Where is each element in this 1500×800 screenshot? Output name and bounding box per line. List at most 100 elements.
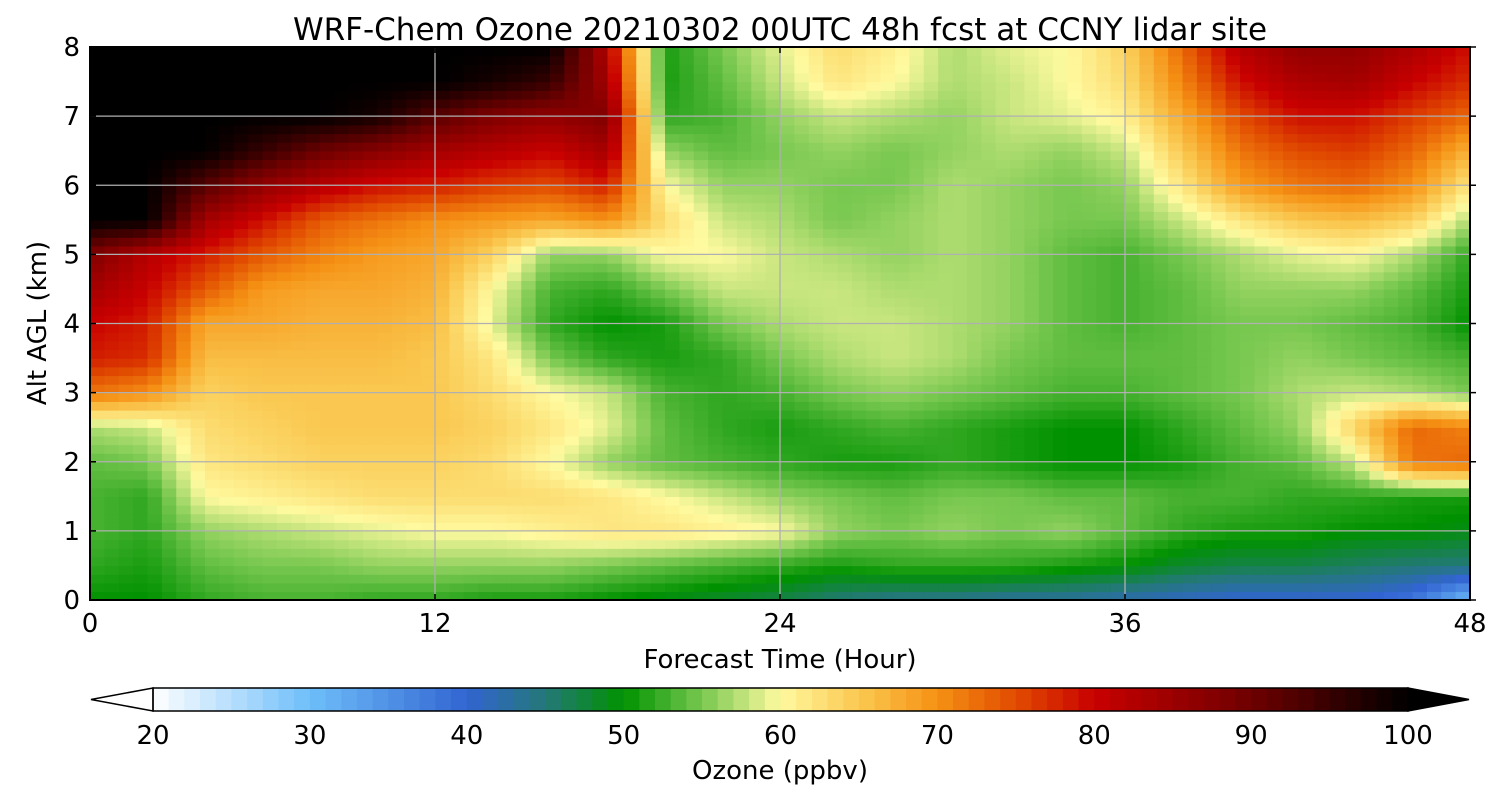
heatmap-cell — [1369, 358, 1385, 368]
heatmap-cell — [708, 150, 724, 161]
heatmap-cell — [1326, 366, 1342, 377]
heatmap-cell — [205, 556, 221, 567]
heatmap-cell — [751, 314, 767, 325]
heatmap-cell — [219, 487, 235, 498]
heatmap-cell — [880, 306, 896, 316]
heatmap-cell — [909, 539, 925, 549]
heatmap-cell — [722, 297, 738, 307]
heatmap-cell — [1067, 323, 1083, 333]
heatmap-cell — [837, 323, 853, 333]
heatmap-cell — [1038, 375, 1054, 385]
heatmap-cell — [377, 392, 393, 402]
heatmap-cell — [147, 340, 163, 351]
heatmap-cell — [1326, 409, 1342, 420]
heatmap-cell — [348, 392, 364, 402]
heatmap-cell — [851, 219, 867, 230]
heatmap-cell — [621, 461, 637, 472]
heatmap-cell — [1455, 591, 1470, 600]
heatmap-cell — [1225, 150, 1241, 161]
heatmap-cell — [1455, 358, 1470, 368]
heatmap-cell — [952, 401, 968, 411]
heatmap-cell — [550, 254, 566, 264]
heatmap-cell — [363, 297, 379, 307]
heatmap-cell — [909, 159, 925, 169]
heatmap-cell — [1268, 228, 1284, 238]
heatmap-cell — [320, 159, 336, 169]
heatmap-cell — [1455, 150, 1470, 161]
heatmap-cell — [1398, 254, 1414, 264]
heatmap-cell — [578, 245, 594, 256]
heatmap-cell — [679, 574, 695, 584]
heatmap-cell — [679, 340, 695, 351]
heatmap-cell — [1024, 409, 1040, 420]
heatmap-cell — [607, 496, 623, 506]
heatmap-cell — [981, 453, 997, 463]
heatmap-cell — [1426, 167, 1442, 178]
heatmap-cell — [578, 461, 594, 472]
heatmap-cell — [363, 202, 379, 212]
heatmap-cell — [722, 167, 738, 178]
heatmap-cell — [995, 211, 1011, 221]
heatmap-cell — [1110, 340, 1126, 351]
heatmap-cell — [1426, 522, 1442, 532]
heatmap-cell — [363, 444, 379, 454]
heatmap-cell — [535, 470, 551, 480]
heatmap-cell — [363, 556, 379, 567]
heatmap-cell — [262, 340, 278, 351]
heatmap-cell — [636, 202, 652, 212]
heatmap-cell — [147, 280, 163, 290]
heatmap-cell — [1168, 185, 1184, 195]
heatmap-cell — [305, 453, 321, 463]
heatmap-cell — [1268, 375, 1284, 385]
heatmap-cell — [1168, 444, 1184, 454]
heatmap-cell — [1010, 470, 1026, 480]
heatmap-cell — [1110, 401, 1126, 411]
heatmap-cell — [1340, 392, 1356, 402]
heatmap-cell — [808, 349, 824, 359]
heatmap-cell — [463, 513, 479, 523]
heatmap-cell — [780, 591, 796, 600]
heatmap-cell — [147, 314, 163, 325]
heatmap-cell — [248, 366, 264, 377]
heatmap-cell — [593, 487, 609, 498]
heatmap-cell — [248, 574, 264, 584]
heatmap-cell — [1326, 245, 1342, 256]
heatmap-cell — [780, 237, 796, 247]
heatmap-cell — [1125, 461, 1141, 472]
heatmap-cell — [248, 185, 264, 195]
heatmap-cell — [952, 271, 968, 281]
heatmap-cell — [1196, 271, 1212, 281]
heatmap-cell — [837, 202, 853, 212]
heatmap-cell — [636, 228, 652, 238]
heatmap-cell — [1139, 358, 1155, 368]
heatmap-cell — [1311, 461, 1327, 472]
heatmap-cell — [1053, 392, 1069, 402]
heatmap-cell — [1398, 219, 1414, 230]
heatmap-cell — [1182, 375, 1198, 385]
heatmap-cell — [1038, 556, 1054, 567]
heatmap-cell — [506, 409, 522, 420]
heatmap-cell — [1340, 453, 1356, 463]
heatmap-cell — [377, 185, 393, 195]
heatmap-cell — [1311, 202, 1327, 212]
heatmap-cell — [593, 263, 609, 273]
heatmap-cell — [650, 271, 666, 281]
heatmap-cell — [1268, 185, 1284, 195]
heatmap-cell — [147, 565, 163, 575]
heatmap-cell — [995, 427, 1011, 437]
heatmap-cell — [708, 479, 724, 489]
heatmap-cell — [276, 297, 292, 307]
heatmap-cell — [1412, 167, 1428, 178]
heatmap-cell — [363, 167, 379, 178]
heatmap-cell — [1455, 409, 1470, 420]
heatmap-cell — [391, 444, 407, 454]
heatmap-cell — [1326, 150, 1342, 161]
heatmap-cell — [90, 263, 106, 273]
heatmap-cell — [1297, 202, 1313, 212]
heatmap-cell — [1254, 418, 1270, 428]
heatmap-cell — [1010, 193, 1026, 204]
heatmap-cell — [147, 245, 163, 256]
heatmap-cell — [938, 159, 954, 169]
heatmap-cell — [348, 548, 364, 558]
heatmap-cell — [636, 453, 652, 463]
